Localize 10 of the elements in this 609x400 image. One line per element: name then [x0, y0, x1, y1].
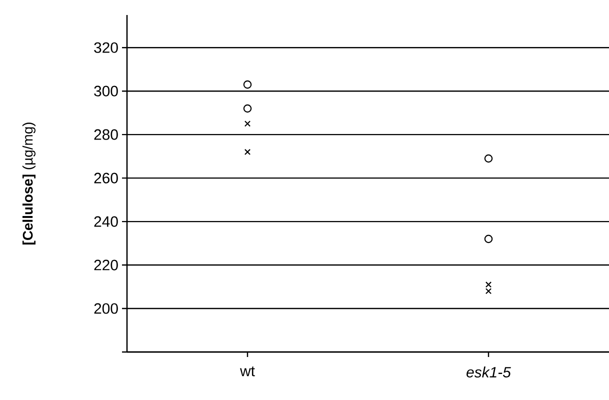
- x-tick-label: esk1-5: [466, 366, 511, 378]
- y-tick-label: 300: [94, 86, 118, 96]
- y-tick-label: 320: [94, 42, 118, 53]
- y-axis-title: [Cellulose] (µg/mg): [22, 122, 36, 244]
- y-tick-label: 280: [94, 129, 118, 140]
- y-tick-label: 260: [94, 172, 118, 184]
- y-tick-label: 240: [94, 216, 118, 227]
- y-tick-label: 220: [94, 260, 118, 270]
- y-tick-label: 200: [94, 303, 118, 314]
- x-tick-label: wt: [240, 366, 255, 376]
